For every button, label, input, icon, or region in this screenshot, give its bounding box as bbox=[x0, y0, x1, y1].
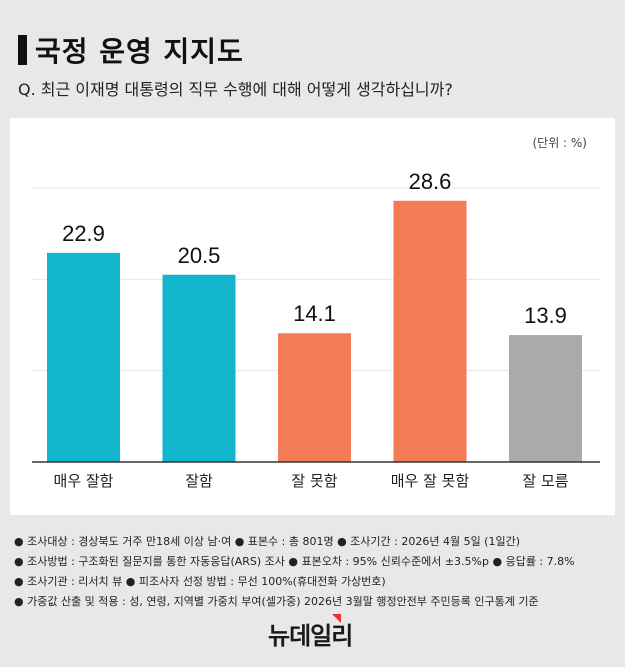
bar bbox=[162, 274, 236, 462]
logo-accent bbox=[332, 614, 341, 623]
logo: 뉴데일리 bbox=[268, 622, 353, 650]
bar-chart: 22.9 매우 잘함 20.5 잘함 14.1 잘 못함 28.6 매우 잘 못함 13.9 잘 … bbox=[32, 169, 600, 490]
page-title: 국정 운영 지지도 bbox=[35, 35, 244, 68]
bar bbox=[47, 252, 120, 462]
note-line: ● 조사대상 : 경상북도 거주 만18세 이상 남·여 ● 표본수 : 총 8… bbox=[14, 535, 521, 548]
bar bbox=[509, 335, 582, 462]
category-label: 잘함 bbox=[185, 472, 213, 490]
note-line: ● 조사방법 : 구조화된 질문지를 통한 자동응답(ARS) 조사 ● 표본오… bbox=[14, 555, 575, 568]
note-line: ● 가중값 산출 및 적용 : 성, 연령, 지역별 가중치 부여(셀가중) 2… bbox=[14, 595, 539, 608]
survey-question: Q. 최근 이재명 대통령의 직무 수행에 대해 어떻게 생각하십니까? bbox=[18, 80, 453, 99]
value-label: 14.1 bbox=[293, 301, 336, 326]
survey-notes: ● 조사대상 : 경상북도 거주 만18세 이상 남·여 ● 표본수 : 총 8… bbox=[14, 532, 575, 612]
value-label: 28.6 bbox=[409, 169, 452, 194]
category-label: 잘 못함 bbox=[291, 472, 337, 490]
value-label: 20.5 bbox=[178, 243, 221, 268]
bar bbox=[278, 333, 351, 462]
category-label: 잘 모름 bbox=[522, 472, 568, 490]
chart-panel: (단위 : %) 22.9 매우 잘함 20.5 잘함 14.1 잘 못함 28.6 매우 잘… bbox=[10, 118, 615, 515]
value-label: 13.9 bbox=[524, 303, 567, 328]
unit-label: (단위 : %) bbox=[532, 136, 587, 150]
bar bbox=[393, 200, 467, 462]
value-label: 22.9 bbox=[62, 221, 105, 246]
category-label: 매우 잘함 bbox=[54, 472, 114, 490]
category-label: 매우 잘 못함 bbox=[391, 472, 470, 490]
title-block: 국정 운영 지지도 bbox=[18, 30, 244, 70]
title-marker bbox=[18, 35, 27, 65]
note-line: ● 조사기관 : 리서치 뷰 ● 피조사자 선정 방법 : 무선 100%(휴대… bbox=[14, 575, 386, 588]
